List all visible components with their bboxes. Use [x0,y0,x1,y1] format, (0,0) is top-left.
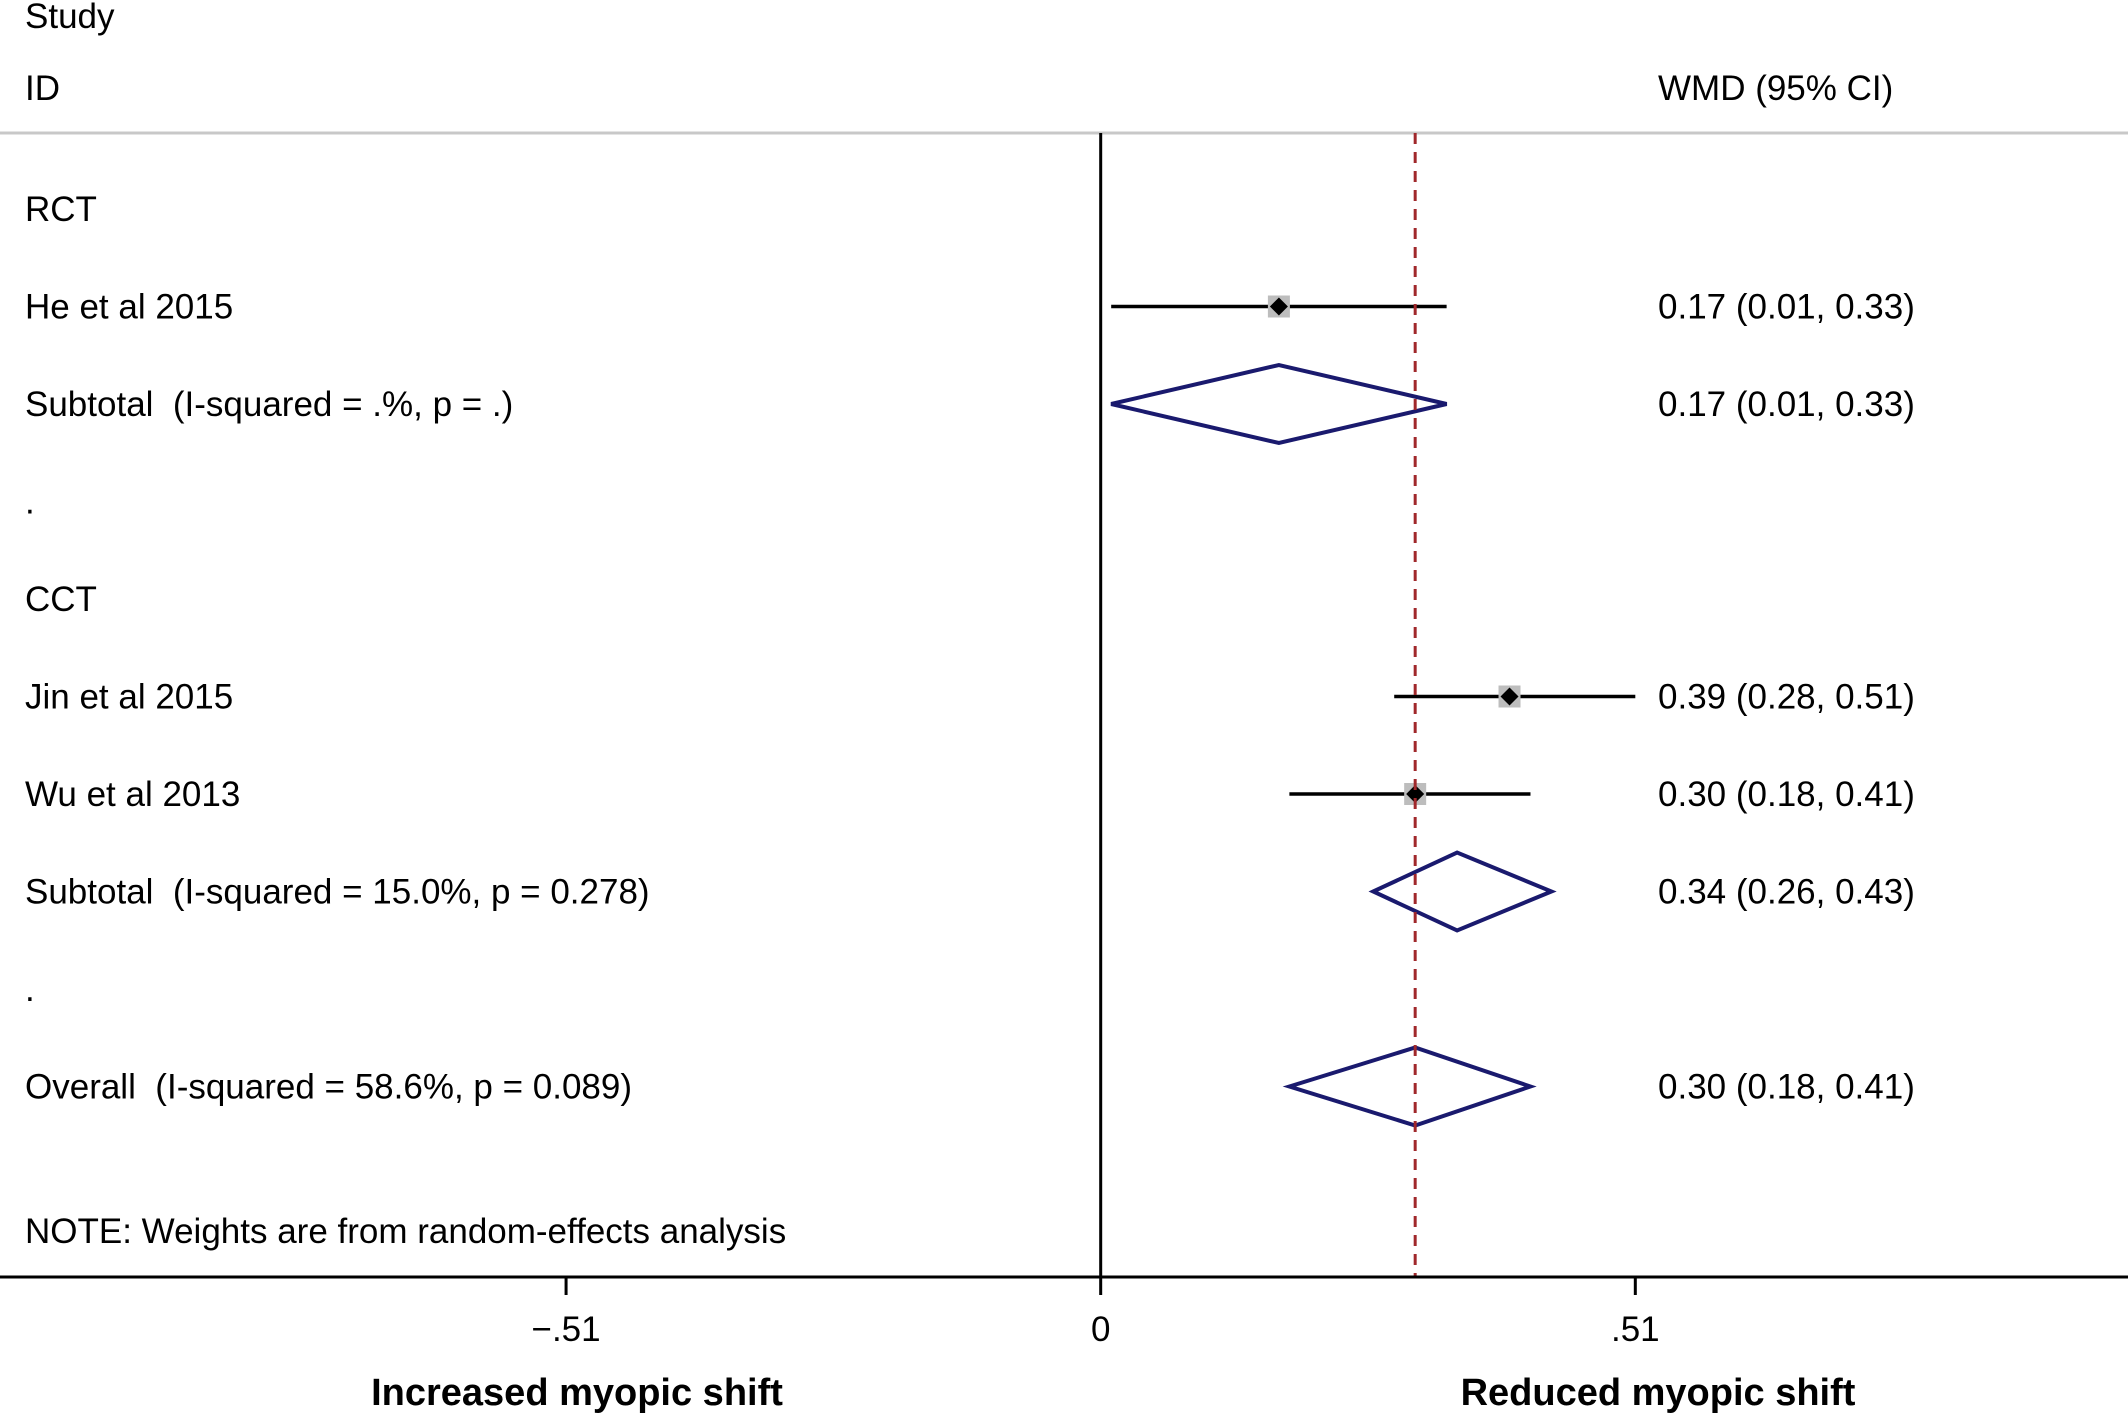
row-1-point-estimate [1269,297,1288,316]
row-9-ci-text: 0.30 (0.18, 0.41) [1658,1068,1915,1107]
row-1-label: He et al 2015 [25,288,233,327]
row-7-label: Subtotal (I-squared = 15.0%, p = 0.278) [25,873,650,912]
row-9-pooled-diamond [1282,1045,1537,1128]
row-0-label: RCT [25,190,97,229]
row-6-point-estimate [1406,785,1425,803]
row-9-label: Overall (I-squared = 58.6%, p = 0.089) [25,1068,632,1107]
header-id: ID [25,69,60,108]
x-tick-label-0: −.51 [532,1310,601,1349]
row-6-ci-text: 0.30 (0.18, 0.41) [1658,775,1915,814]
row-6-label: Wu et al 2013 [25,775,240,814]
row-2-ci-text: 0.17 (0.01, 0.33) [1658,385,1915,424]
row-4-label: CCT [25,580,97,619]
row-1-ci-text: 0.17 (0.01, 0.33) [1658,288,1915,327]
header-effect: WMD (95% CI) [1658,69,1893,108]
x-tick-label-2: .51 [1611,1310,1660,1349]
row-3-label: . [25,483,35,522]
row-7-pooled-diamond [1368,850,1557,933]
row-2-pooled-diamond [1110,362,1448,446]
row-8-label: . [25,970,35,1009]
note-text: NOTE: Weights are from random-effects an… [25,1212,786,1251]
header-study: Study [25,0,115,36]
row-5-ci-text: 0.39 (0.28, 0.51) [1658,678,1915,717]
x-label-right: Reduced myopic shift [1461,1372,1856,1414]
rows-layer: RCT He et al 2015 0.17 (0.01, 0.33) Subtota… [25,190,1915,1107]
row-2-label: Subtotal (I-squared = .%, p = .) [25,385,513,424]
row-5-point-estimate [1500,687,1519,706]
x-tick-label-1: 0 [1091,1310,1110,1349]
x-label-left: Increased myopic shift [371,1372,783,1414]
row-5-label: Jin et al 2015 [25,678,233,717]
row-7-ci-text: 0.34 (0.26, 0.43) [1658,873,1915,912]
marks-layer [1110,295,1636,1128]
x-axis-ticks: −.51 0 .51 [532,1277,1660,1349]
